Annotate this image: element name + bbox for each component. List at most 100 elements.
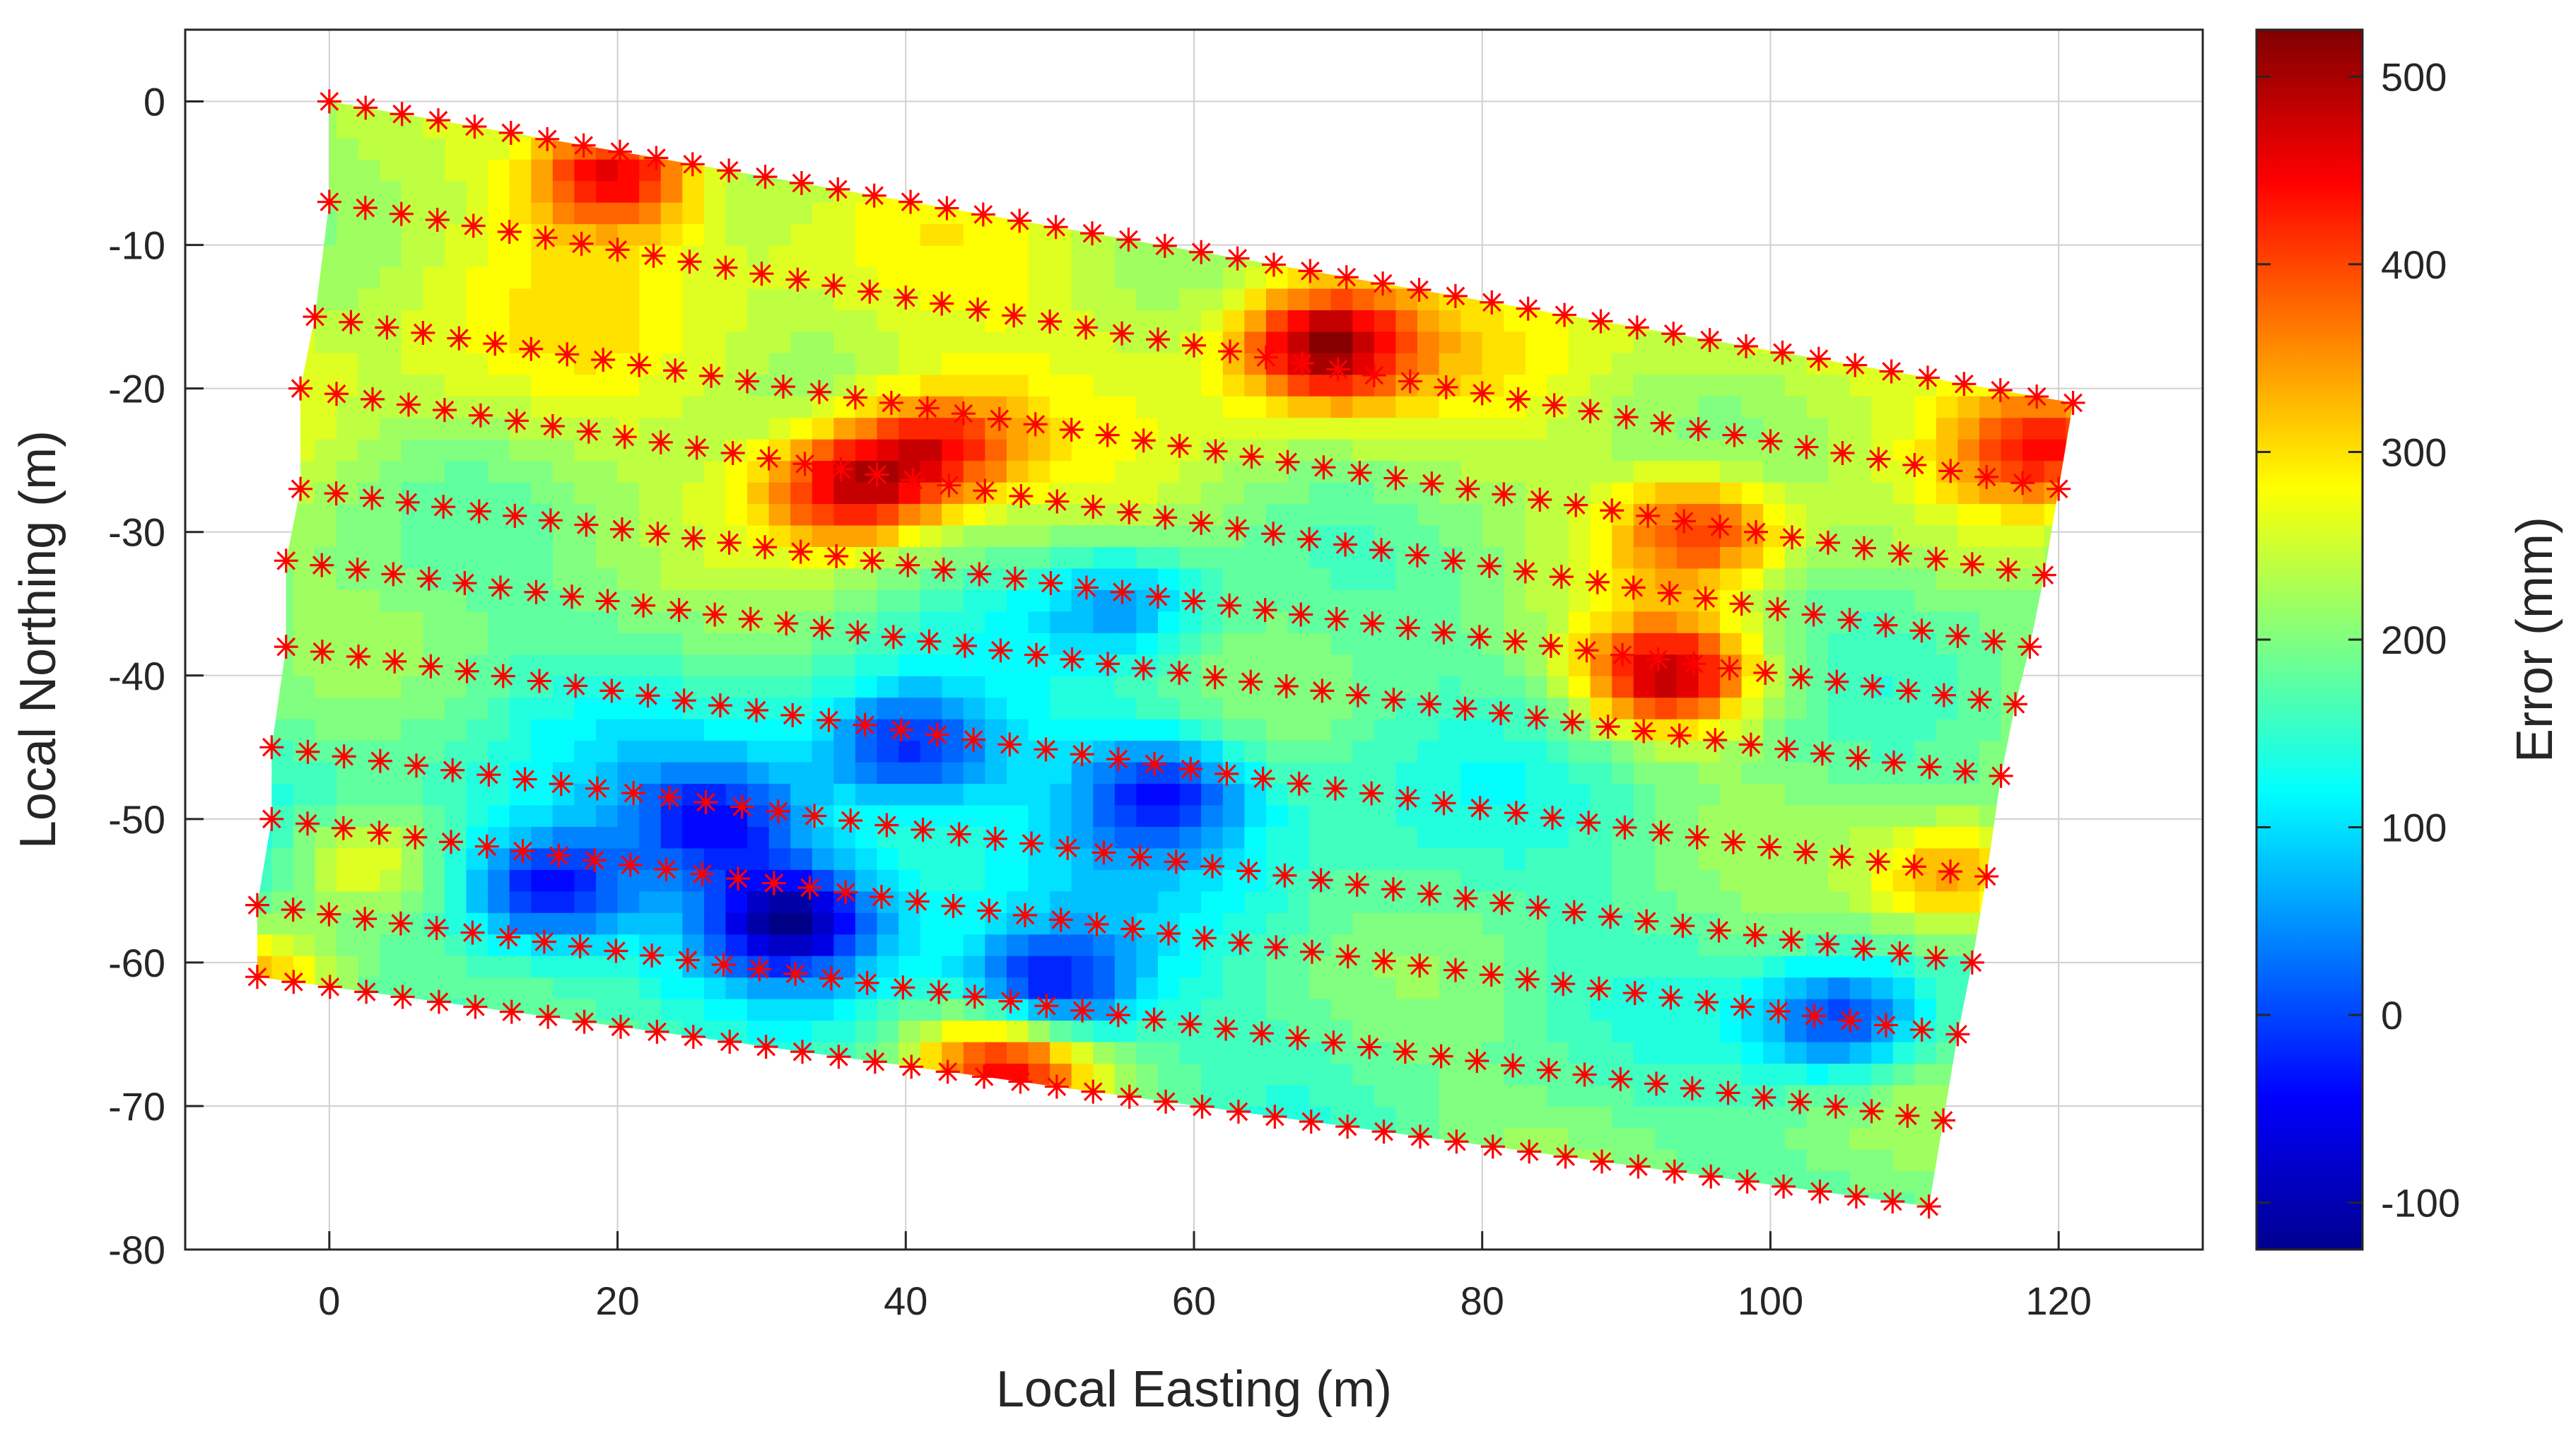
surface-cell xyxy=(1914,1149,1937,1171)
surface-cell xyxy=(1093,223,1116,245)
surface-cell xyxy=(1806,999,1829,1021)
surface-cell xyxy=(833,934,856,956)
surface-cell xyxy=(1655,740,1678,762)
surface-cell xyxy=(1526,1084,1548,1106)
surface-cell xyxy=(402,525,424,547)
surface-cell xyxy=(704,439,727,461)
surface-cell xyxy=(1158,1127,1181,1149)
surface-cell xyxy=(747,1192,770,1214)
surface-cell xyxy=(553,73,575,95)
surface-cell xyxy=(1526,223,1548,245)
surface-cell xyxy=(725,116,748,138)
surface-cell xyxy=(1957,439,1980,461)
surface-cell xyxy=(812,202,835,224)
surface-cell xyxy=(1893,223,1916,245)
surface-cell xyxy=(1482,503,1505,525)
surface-cell xyxy=(1223,1192,1246,1214)
surface-cell xyxy=(531,783,554,805)
surface-cell xyxy=(812,396,835,418)
surface-cell xyxy=(1871,783,1894,805)
surface-cell xyxy=(228,956,251,977)
surface-cell xyxy=(682,1063,705,1085)
surface-cell xyxy=(1893,654,1916,676)
surface-cell xyxy=(596,1127,619,1149)
surface-cell xyxy=(596,116,619,138)
surface-cell xyxy=(1893,525,1916,547)
surface-cell xyxy=(833,525,856,547)
surface-cell xyxy=(1093,633,1116,654)
surface-cell xyxy=(1439,891,1462,912)
surface-cell xyxy=(704,891,727,912)
survey-point xyxy=(1552,303,1576,327)
surface-cell xyxy=(725,1149,748,1171)
surface-cell xyxy=(1374,417,1397,439)
surface-cell xyxy=(423,1170,445,1192)
surface-cell xyxy=(488,180,510,202)
surface-cell xyxy=(1569,783,1591,805)
surface-cell xyxy=(1309,1084,1332,1106)
surface-cell xyxy=(1093,137,1116,159)
survey-point xyxy=(1081,495,1105,519)
surface-cell xyxy=(790,740,813,762)
surface-cell xyxy=(1785,503,1808,525)
surface-cell xyxy=(1806,353,1829,375)
surface-cell xyxy=(942,353,964,375)
surface-cell xyxy=(1201,525,1224,547)
surface-cell xyxy=(682,654,705,676)
surface-cell xyxy=(1223,697,1246,719)
surface-cell xyxy=(1266,503,1289,525)
surface-cell xyxy=(358,503,381,525)
surface-cell xyxy=(661,912,684,934)
surface-cell xyxy=(1115,73,1137,95)
surface-cell xyxy=(1115,805,1137,827)
surface-cell xyxy=(747,740,770,762)
surface-cell xyxy=(661,633,684,654)
surface-cell xyxy=(1007,1020,1029,1042)
surface-cell xyxy=(769,116,792,138)
survey-point xyxy=(1807,347,1831,371)
surface-cell xyxy=(402,396,424,418)
surface-cell xyxy=(1634,137,1656,159)
surface-cell xyxy=(639,417,662,439)
surface-cell xyxy=(467,482,489,504)
surface-cell xyxy=(1223,740,1246,762)
surface-cell xyxy=(1936,223,1959,245)
surface-cell xyxy=(1742,611,1764,633)
surface-cell xyxy=(553,1063,575,1085)
surface-cell xyxy=(423,611,445,633)
surface-cell xyxy=(1720,288,1743,310)
surface-cell xyxy=(2066,1213,2088,1235)
survey-point xyxy=(649,430,673,454)
surface-cell xyxy=(1266,1020,1289,1042)
surface-cell xyxy=(1352,1063,1375,1085)
surface-cell xyxy=(1395,977,1418,999)
survey-point xyxy=(274,548,298,572)
survey-point xyxy=(971,202,995,226)
surface-cell xyxy=(1007,525,1029,547)
surface-cell xyxy=(920,94,943,116)
surface-cell xyxy=(445,654,467,676)
surface-cell xyxy=(467,891,489,912)
surface-cell xyxy=(2088,546,2110,568)
surface-cell xyxy=(790,1192,813,1214)
surface-cell xyxy=(488,266,510,288)
surface-cell xyxy=(423,546,445,568)
surface-cell xyxy=(1634,374,1656,396)
surface-cell xyxy=(2022,697,2045,719)
surface-cell xyxy=(1569,73,1591,95)
surface-cell xyxy=(704,977,727,999)
surface-cell xyxy=(747,73,770,95)
surface-cell xyxy=(2066,891,2088,912)
surface-cell xyxy=(2066,546,2088,568)
surface-cell xyxy=(833,697,856,719)
surface-cell xyxy=(1136,288,1159,310)
surface-cell xyxy=(1029,762,1051,784)
surface-cell xyxy=(2001,525,2024,547)
surface-cell xyxy=(1482,202,1505,224)
surface-cell xyxy=(1677,116,1699,138)
surface-cell xyxy=(488,460,510,482)
surface-cell xyxy=(812,223,835,245)
surface-cell xyxy=(228,1149,251,1171)
surface-cell xyxy=(1158,1192,1181,1214)
surface-cell xyxy=(402,1213,424,1235)
